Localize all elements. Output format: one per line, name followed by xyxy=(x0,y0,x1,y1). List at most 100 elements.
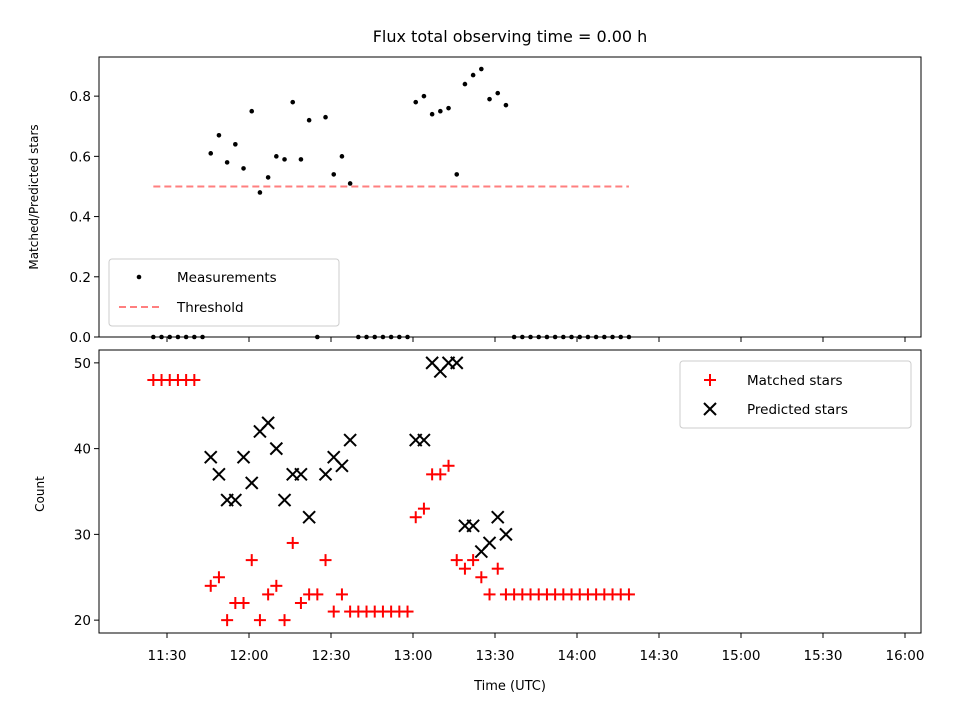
top-y-tick: 0.6 xyxy=(70,149,99,165)
measurement-point xyxy=(421,93,427,99)
matched-point xyxy=(311,588,324,601)
x-tick-label: 14:00 xyxy=(558,648,597,664)
measurement-point xyxy=(331,172,337,177)
x-tick-label: 12:00 xyxy=(230,648,269,664)
bottom-axes-frame xyxy=(98,349,922,634)
x-tick-label: 15:00 xyxy=(722,648,761,664)
bottom-x-tick: 16:00 xyxy=(886,633,925,664)
legend-measurements-marker xyxy=(136,274,142,280)
measurement-point xyxy=(216,132,222,138)
bottom-panel: Count 20 30 40 50 11:30 12:00 12:30 13:00 13:30… xyxy=(33,349,925,694)
predicted-point xyxy=(491,510,505,524)
bottom-y-axis-label: Count xyxy=(33,476,47,512)
measurement-point xyxy=(347,181,353,186)
bottom-x-tick: 13:00 xyxy=(394,633,433,664)
matched-point xyxy=(221,614,234,627)
predicted-point xyxy=(335,459,349,473)
measurement-point xyxy=(429,111,435,117)
bottom-x-tick: 12:00 xyxy=(230,633,269,664)
measurement-point xyxy=(487,96,492,102)
top-y-tick-label: 0.2 xyxy=(70,270,91,286)
matched-point xyxy=(434,468,447,481)
matched-point xyxy=(278,614,291,627)
measurement-point xyxy=(208,151,214,156)
top-y-tick-label: 0.8 xyxy=(70,89,91,105)
predicted-point xyxy=(417,433,431,447)
measurement-point xyxy=(323,114,328,120)
bottom-x-tick: 15:00 xyxy=(722,633,761,664)
matched-point xyxy=(622,588,635,601)
x-tick-label: 14:30 xyxy=(640,648,679,664)
top-y-tick-label: 0.0 xyxy=(70,330,91,346)
x-tick-label: 13:00 xyxy=(394,648,433,664)
top-y-axis-label: Matched/Predicted stars xyxy=(27,124,41,269)
measurement-point xyxy=(249,108,255,114)
matched-point xyxy=(253,614,266,627)
measurement-point xyxy=(224,160,230,165)
bottom-y-tick-label: 30 xyxy=(74,527,91,543)
measurement-point xyxy=(462,81,468,87)
measurement-point xyxy=(298,157,304,162)
measurement-point xyxy=(282,157,287,162)
predicted-point xyxy=(245,476,259,490)
legend-threshold-label: Threshold xyxy=(176,300,244,316)
legend-matched-marker xyxy=(704,374,716,386)
predicted-point xyxy=(318,467,333,482)
measurement-point xyxy=(446,105,451,111)
bottom-y-tick: 40 xyxy=(74,442,99,458)
top-x-ticks xyxy=(166,337,906,342)
predicted-point xyxy=(343,433,357,447)
matched-point xyxy=(294,596,307,609)
matched-point xyxy=(458,562,471,575)
bottom-y-tick-label: 20 xyxy=(74,613,91,629)
bottom-x-ticks: 11:30 12:00 12:30 13:00 13:30 14:00 14:30 15:00… xyxy=(148,633,925,664)
top-y-tick: 0.2 xyxy=(70,270,99,286)
legend-measurements-label: Measurements xyxy=(177,270,277,286)
top-y-tick: 0.8 xyxy=(70,89,99,105)
legend-predicted-label: Predicted stars xyxy=(747,402,848,418)
matched-point xyxy=(409,511,422,524)
predicted-point xyxy=(277,493,292,507)
predicted-point xyxy=(294,467,308,482)
bottom-x-tick: 12:30 xyxy=(312,633,350,664)
matched-point xyxy=(401,605,414,618)
predicted-point xyxy=(236,450,251,464)
bottom-legend: Matched stars Predicted stars xyxy=(679,360,912,429)
bottom-x-tick: 14:00 xyxy=(558,633,597,664)
measurement-point xyxy=(413,99,419,105)
predicted-point xyxy=(450,356,464,370)
matched-point xyxy=(204,579,217,592)
bottom-plot-area xyxy=(147,356,635,627)
bottom-y-tick: 50 xyxy=(74,356,99,372)
top-chart-title: Flux total observing time = 0.00 h xyxy=(373,27,648,46)
measurement-point xyxy=(438,108,443,114)
matched-point xyxy=(270,579,283,592)
top-panel: Flux total observing time = 0.00 h Match… xyxy=(27,27,922,346)
measurement-point xyxy=(470,72,476,78)
matched-point xyxy=(467,554,480,567)
top-y-tick: 0.4 xyxy=(70,210,99,226)
matched-point xyxy=(212,571,225,584)
matched-point xyxy=(245,554,258,567)
matched-point xyxy=(262,588,275,601)
bottom-y-tick: 30 xyxy=(74,527,99,543)
predicted-point xyxy=(302,510,316,524)
top-axes-frame xyxy=(98,56,922,338)
predicted-point xyxy=(269,441,284,456)
matched-point xyxy=(188,374,201,387)
legend-predicted-marker xyxy=(703,402,717,416)
measurement-point xyxy=(241,166,246,171)
x-tick-label: 11:30 xyxy=(148,648,187,664)
bottom-legend-box xyxy=(679,360,912,429)
matched-point xyxy=(335,588,348,601)
measurement-point xyxy=(265,175,271,180)
predicted-point xyxy=(212,467,226,482)
top-legend: Measurements Threshold xyxy=(108,258,340,327)
predicted-point xyxy=(482,536,497,550)
measurement-point xyxy=(233,142,238,147)
measurement-point xyxy=(290,99,296,105)
x-tick-label: 16:00 xyxy=(886,648,925,664)
bottom-y-tick: 20 xyxy=(74,613,99,629)
measurement-point xyxy=(495,90,501,96)
bottom-x-axis-label: Time (UTC) xyxy=(473,679,546,694)
